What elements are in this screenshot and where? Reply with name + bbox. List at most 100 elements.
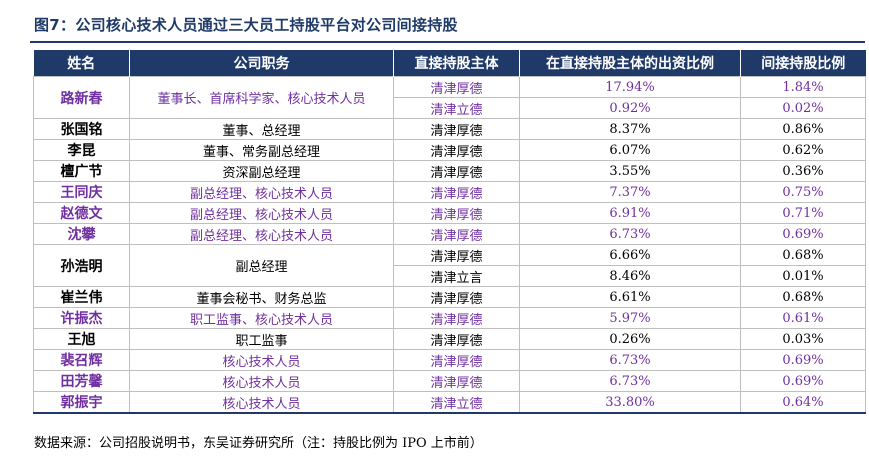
- holding-entity: 清津立言: [393, 265, 520, 287]
- holding-entity: 清津厚德: [393, 202, 520, 224]
- person-name: 王旭: [33, 328, 130, 350]
- table-row: 许振杰 职工监事、核心技术人员 清津厚德 5.97% 0.61%: [33, 307, 866, 329]
- person-name: 李昆: [33, 139, 130, 161]
- contribution-ratio: 6.73%: [519, 349, 741, 371]
- indirect-ratio: 0.69%: [740, 370, 866, 392]
- table-header-row: 姓名 公司职务 直接持股主体 在直接持股主体的出资比例 间接持股比例: [33, 50, 866, 77]
- person-role: 核心技术人员: [129, 370, 394, 392]
- header-indirect: 间接持股比例: [740, 50, 866, 77]
- person-role: 董事会秘书、财务总监: [129, 286, 394, 308]
- table-body: 路新春 董事长、首席科学家、核心技术人员 清津厚德 17.94% 1.84% 清津立德 0.…: [33, 76, 866, 414]
- title-divider: [30, 41, 865, 43]
- indirect-ratio: 0.03%: [740, 328, 866, 350]
- contribution-ratio: 6.73%: [519, 223, 741, 245]
- holding-entity: 清津立德: [393, 97, 520, 119]
- indirect-ratio: 0.01%: [740, 265, 866, 287]
- table-row: 张国铭 董事、总经理 清津厚德 8.37% 0.86%: [33, 118, 866, 140]
- person-name: 路新春: [33, 76, 130, 119]
- table-row: 崔兰伟 董事会秘书、财务总监 清津厚德 6.61% 0.68%: [33, 286, 866, 308]
- indirect-ratio: 0.69%: [740, 349, 866, 371]
- person-role: 职工监事、核心技术人员: [129, 307, 394, 329]
- indirect-ratio: 0.69%: [740, 223, 866, 245]
- person-name: 郭振宇: [33, 391, 130, 414]
- table-row: 郭振宇 核心技术人员 清津立德 33.80% 0.64%: [33, 391, 866, 414]
- table-row: 檀广节 资深副总经理 清津厚德 3.55% 0.36%: [33, 160, 866, 182]
- person-role: 董事、常务副总经理: [129, 139, 394, 161]
- holding-entity: 清津厚德: [393, 244, 520, 266]
- person-role: 董事、总经理: [129, 118, 394, 140]
- header-contribution: 在直接持股主体的出资比例: [519, 50, 741, 77]
- table-row: 清津立言 8.46% 0.01%: [34, 265, 866, 287]
- indirect-ratio: 0.68%: [740, 244, 866, 266]
- person-role: 董事长、首席科学家、核心技术人员: [129, 76, 394, 119]
- indirect-ratio: 0.75%: [740, 181, 866, 203]
- figure-title: 图7：公司核心技术人员通过三大员工持股平台对公司间接持股: [34, 16, 458, 34]
- indirect-ratio: 0.61%: [740, 307, 866, 329]
- contribution-ratio: 6.07%: [519, 139, 741, 161]
- indirect-ratio: 1.84%: [740, 76, 866, 98]
- table-row: 裴召辉 核心技术人员 清津厚德 6.73% 0.69%: [33, 349, 866, 371]
- person-role: 职工监事: [129, 328, 394, 350]
- header-entity: 直接持股主体: [393, 50, 520, 77]
- holding-entity: 清津厚德: [393, 286, 520, 308]
- person-role: 副总经理、核心技术人员: [129, 181, 394, 203]
- indirect-ratio: 0.02%: [740, 97, 866, 119]
- person-role: 核心技术人员: [129, 349, 394, 371]
- contribution-ratio: 6.61%: [519, 286, 741, 308]
- contribution-ratio: 6.73%: [519, 370, 741, 392]
- contribution-ratio: 17.94%: [519, 76, 741, 98]
- person-name: 张国铭: [33, 118, 130, 140]
- contribution-ratio: 6.91%: [519, 202, 741, 224]
- holding-entity: 清津厚德: [393, 328, 520, 350]
- header-name: 姓名: [33, 50, 130, 77]
- person-name: 田芳馨: [33, 370, 130, 392]
- table-row: 王同庆 副总经理、核心技术人员 清津厚德 7.37% 0.75%: [33, 181, 866, 203]
- holding-entity: 清津厚德: [393, 160, 520, 182]
- person-role: 副总经理、核心技术人员: [129, 202, 394, 224]
- person-role: 副总经理: [129, 244, 394, 287]
- source-note: 数据来源：公司招股说明书，东吴证券研究所（注：持股比例为 IPO 上市前）: [34, 436, 483, 451]
- indirect-ratio: 0.68%: [740, 286, 866, 308]
- table-row: 沈攀 副总经理、核心技术人员 清津厚德 6.73% 0.69%: [33, 223, 866, 245]
- indirect-ratio: 0.62%: [740, 139, 866, 161]
- contribution-ratio: 33.80%: [519, 391, 741, 414]
- table-row: 李昆 董事、常务副总经理 清津厚德 6.07% 0.62%: [33, 139, 866, 161]
- contribution-ratio: 8.37%: [519, 118, 741, 140]
- person-name: 孙浩明: [33, 244, 130, 287]
- header-role: 公司职务: [129, 50, 394, 77]
- shareholding-table: 姓名 公司职务 直接持股主体 在直接持股主体的出资比例 间接持股比例 路新春 董事…: [33, 50, 866, 414]
- person-name: 王同庆: [33, 181, 130, 203]
- person-name: 沈攀: [33, 223, 130, 245]
- holding-entity: 清津厚德: [393, 118, 520, 140]
- person-role: 资深副总经理: [129, 160, 394, 182]
- table-row: 田芳馨 核心技术人员 清津厚德 6.73% 0.69%: [33, 370, 866, 392]
- contribution-ratio: 6.66%: [519, 244, 741, 266]
- contribution-ratio: 7.37%: [519, 181, 741, 203]
- holding-entity: 清津厚德: [393, 139, 520, 161]
- table-row: 孙浩明 副总经理 清津厚德 6.66% 0.68%: [33, 244, 866, 287]
- indirect-ratio: 0.86%: [740, 118, 866, 140]
- table-row: 赵德文 副总经理、核心技术人员 清津厚德 6.91% 0.71%: [33, 202, 866, 224]
- indirect-ratio: 0.36%: [740, 160, 866, 182]
- holding-entity: 清津厚德: [393, 181, 520, 203]
- contribution-ratio: 0.92%: [519, 97, 741, 119]
- person-name: 赵德文: [33, 202, 130, 224]
- holding-entity: 清津立德: [393, 391, 520, 414]
- holding-entity: 清津厚德: [393, 76, 520, 98]
- holding-entity: 清津厚德: [393, 370, 520, 392]
- person-role: 核心技术人员: [129, 391, 394, 414]
- person-name: 崔兰伟: [33, 286, 130, 308]
- contribution-ratio: 3.55%: [519, 160, 741, 182]
- contribution-ratio: 5.97%: [519, 307, 741, 329]
- holding-entity: 清津厚德: [393, 307, 520, 329]
- contribution-ratio: 0.26%: [519, 328, 741, 350]
- table-row: 王旭 职工监事 清津厚德 0.26% 0.03%: [33, 328, 866, 350]
- indirect-ratio: 0.71%: [740, 202, 866, 224]
- person-name: 裴召辉: [33, 349, 130, 371]
- person-name: 许振杰: [33, 307, 130, 329]
- table-row: 路新春 董事长、首席科学家、核心技术人员 清津厚德 17.94% 1.84%: [33, 76, 866, 119]
- indirect-ratio: 0.64%: [740, 391, 866, 414]
- person-role: 副总经理、核心技术人员: [129, 223, 394, 245]
- contribution-ratio: 8.46%: [519, 265, 741, 287]
- person-name: 檀广节: [33, 160, 130, 182]
